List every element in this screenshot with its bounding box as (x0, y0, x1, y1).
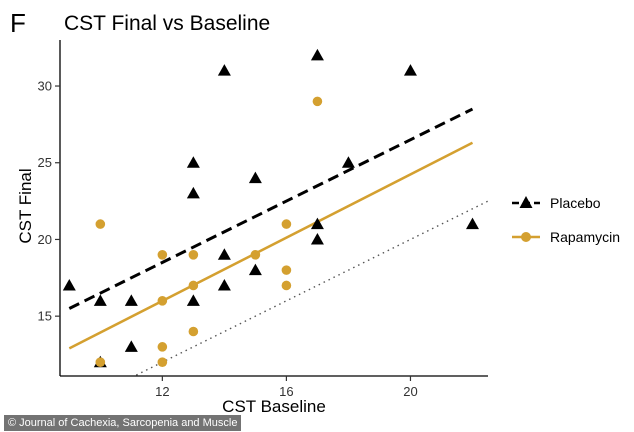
placebo-point (341, 156, 355, 168)
y-tick-label: 15 (38, 309, 52, 324)
placebo-point (124, 294, 138, 306)
placebo-point (93, 294, 107, 306)
legend: Placebo Rapamycin (512, 186, 620, 254)
placebo-point (186, 156, 200, 168)
x-tick-label: 16 (279, 384, 293, 399)
placebo-point (248, 171, 262, 184)
rapamycin-point (95, 357, 106, 367)
placebo-point (310, 217, 324, 230)
placebo-point (310, 48, 324, 61)
rapamycin-point (188, 280, 199, 291)
rapamycin-point (157, 357, 168, 367)
rapamycin-point (312, 96, 323, 107)
placebo-point (310, 232, 324, 245)
rapamycin-point (157, 342, 168, 352)
rapamycin-fit-line (68, 141, 474, 350)
x-tick-label: 20 (403, 384, 417, 399)
placebo-point (186, 294, 200, 306)
legend-item-placebo: Placebo (512, 186, 620, 220)
y-tick-label: 25 (38, 155, 52, 170)
rapamycin-point (188, 326, 199, 337)
legend-label-rapamycin: Rapamycin (550, 229, 621, 245)
rapamycin-point (157, 296, 168, 306)
legend-item-rapamycin: Rapamycin (512, 220, 620, 254)
rapamycin-legend-key-icon (512, 232, 540, 242)
x-tick-label: 12 (155, 384, 169, 399)
placebo-point (217, 278, 231, 291)
y-tick-label: 30 (38, 79, 52, 94)
placebo-point (217, 248, 231, 260)
rapamycin-point (188, 249, 199, 260)
identity-reference-line (132, 200, 488, 376)
placebo-fit-line (68, 107, 474, 310)
rapamycin-point (281, 265, 292, 275)
rapamycin-point (157, 249, 168, 260)
placebo-point (248, 263, 262, 276)
rapamycin-point (281, 219, 292, 229)
rapamycin-point (250, 249, 261, 260)
chart-title: CST Final vs Baseline (64, 12, 271, 35)
image-credit: © Journal of Cachexia, Sarcopenia and Mu… (4, 415, 242, 431)
placebo-point (403, 64, 417, 76)
placebo-point (217, 64, 231, 76)
rapamycin-point (95, 219, 106, 229)
placebo-point (186, 186, 200, 199)
placebo-point (465, 217, 479, 230)
placebo-legend-key-icon (512, 196, 540, 208)
rapamycin-point (281, 280, 292, 291)
panel-letter: F (10, 8, 26, 38)
placebo-point (124, 340, 138, 352)
y-tick-label: 20 (38, 232, 52, 247)
placebo-point (62, 278, 76, 291)
x-axis-label: CST Baseline (222, 397, 326, 416)
legend-label-placebo: Placebo (550, 195, 601, 211)
